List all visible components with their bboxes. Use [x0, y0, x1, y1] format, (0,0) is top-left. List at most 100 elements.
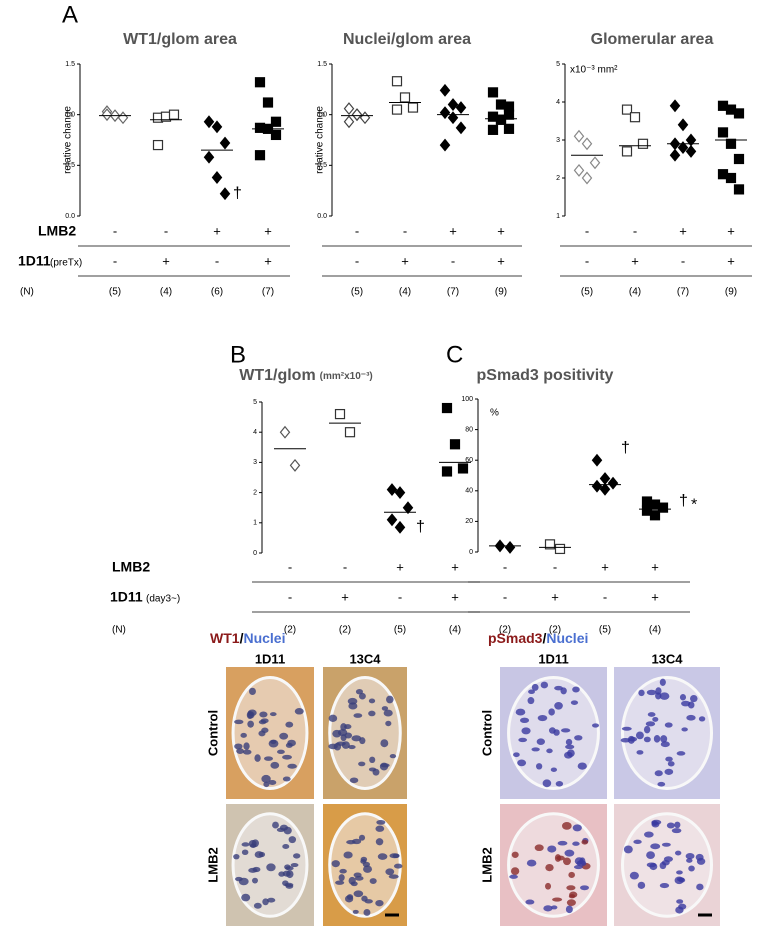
nucleus [545, 882, 552, 890]
nucleus [284, 864, 291, 870]
condition-value: + [651, 589, 659, 604]
data-point [581, 171, 593, 185]
nucleus [572, 824, 582, 832]
data-point [455, 101, 467, 115]
condition-value: - [451, 253, 455, 268]
glomerulus [231, 676, 309, 790]
condition-value: (5) [599, 625, 611, 636]
column-label: 1D11 [538, 651, 568, 666]
condition-value: - [113, 253, 117, 268]
nucleus [643, 736, 651, 743]
condition-value: (6) [211, 287, 223, 298]
nucleus [557, 840, 568, 846]
condition-value: - [355, 253, 359, 268]
row-label: 1D11 [110, 589, 143, 605]
nucleus [339, 868, 347, 874]
nucleus [663, 856, 673, 862]
condition-value: + [651, 559, 659, 574]
data-point [733, 184, 745, 195]
data-point [343, 115, 355, 129]
nucleus [253, 902, 262, 909]
nucleus [551, 905, 558, 910]
nucleus [258, 719, 267, 725]
nucleus [552, 897, 563, 902]
data-point [637, 138, 649, 149]
nucleus [282, 754, 292, 760]
chart-title: WT1/glom (mm²x10⁻³) [239, 367, 373, 384]
data-point [262, 97, 274, 108]
data-point [733, 108, 745, 119]
nucleus [564, 751, 573, 759]
y-tick-label: 1 [253, 520, 257, 527]
nucleus [674, 821, 681, 829]
nucleus [534, 844, 544, 852]
data-point [725, 138, 737, 149]
data-point [717, 127, 729, 138]
data-point [591, 453, 603, 467]
condition-value: + [631, 253, 639, 268]
nucleus [620, 738, 631, 743]
nucleus [328, 714, 338, 722]
micrograph-title-part: Nuclei [243, 630, 285, 646]
annotation: † [679, 492, 688, 509]
data-point [629, 112, 641, 123]
nucleus [690, 695, 698, 703]
nucleus [360, 856, 368, 862]
nucleus [581, 839, 589, 845]
condition-value: (4) [629, 287, 641, 298]
data-point [487, 87, 499, 98]
data-point [441, 402, 453, 414]
nucleus [555, 780, 564, 787]
nucleus [353, 890, 364, 898]
y-tick-label: 0.5 [65, 162, 75, 169]
row-label: (N) [112, 625, 126, 636]
nucleus [686, 858, 693, 863]
condition-value: - [403, 223, 407, 238]
nucleus [518, 737, 528, 743]
condition-value: - [398, 589, 402, 604]
condition-value: - [343, 559, 347, 574]
nucleus [679, 694, 687, 701]
nucleus [380, 739, 389, 748]
data-point [402, 501, 414, 515]
nucleus [385, 868, 395, 876]
nucleus [531, 683, 539, 691]
annotation: † [416, 519, 425, 536]
nucleus [270, 761, 280, 769]
nucleus [379, 762, 389, 771]
condition-value: (4) [449, 625, 461, 636]
chart-title: Nuclei/glom area [343, 31, 471, 48]
data-point [386, 483, 398, 497]
micrograph-title-part: WT1 [210, 630, 240, 646]
y-tick-label: 1.5 [65, 61, 75, 68]
nucleus [545, 863, 554, 872]
nucleus [560, 728, 571, 733]
nucleus [565, 905, 573, 914]
data-point [117, 111, 129, 125]
nucleus [369, 878, 377, 885]
condition-value: (9) [725, 287, 737, 298]
condition-value: + [264, 253, 272, 268]
condition-value: - [553, 559, 557, 574]
condition-value: - [113, 223, 117, 238]
annotation: † [233, 185, 242, 202]
nucleus [696, 883, 704, 891]
y-tick-label: 2 [253, 489, 257, 496]
nucleus [344, 895, 354, 903]
condition-value: + [162, 253, 170, 268]
nucleus [248, 840, 257, 848]
nucleus [375, 838, 384, 846]
nucleus [385, 720, 392, 727]
nucleus [537, 714, 548, 722]
nucleus [288, 836, 297, 844]
nucleus [355, 688, 363, 695]
y-tick-label: 1.0 [65, 112, 75, 119]
data-point [544, 539, 556, 550]
nucleus [511, 851, 519, 858]
data-point [487, 124, 499, 135]
nucleus [543, 905, 553, 912]
nucleus [649, 862, 658, 871]
row-label: LMB2 [38, 223, 76, 239]
row-label-note: (preTx) [50, 258, 82, 269]
